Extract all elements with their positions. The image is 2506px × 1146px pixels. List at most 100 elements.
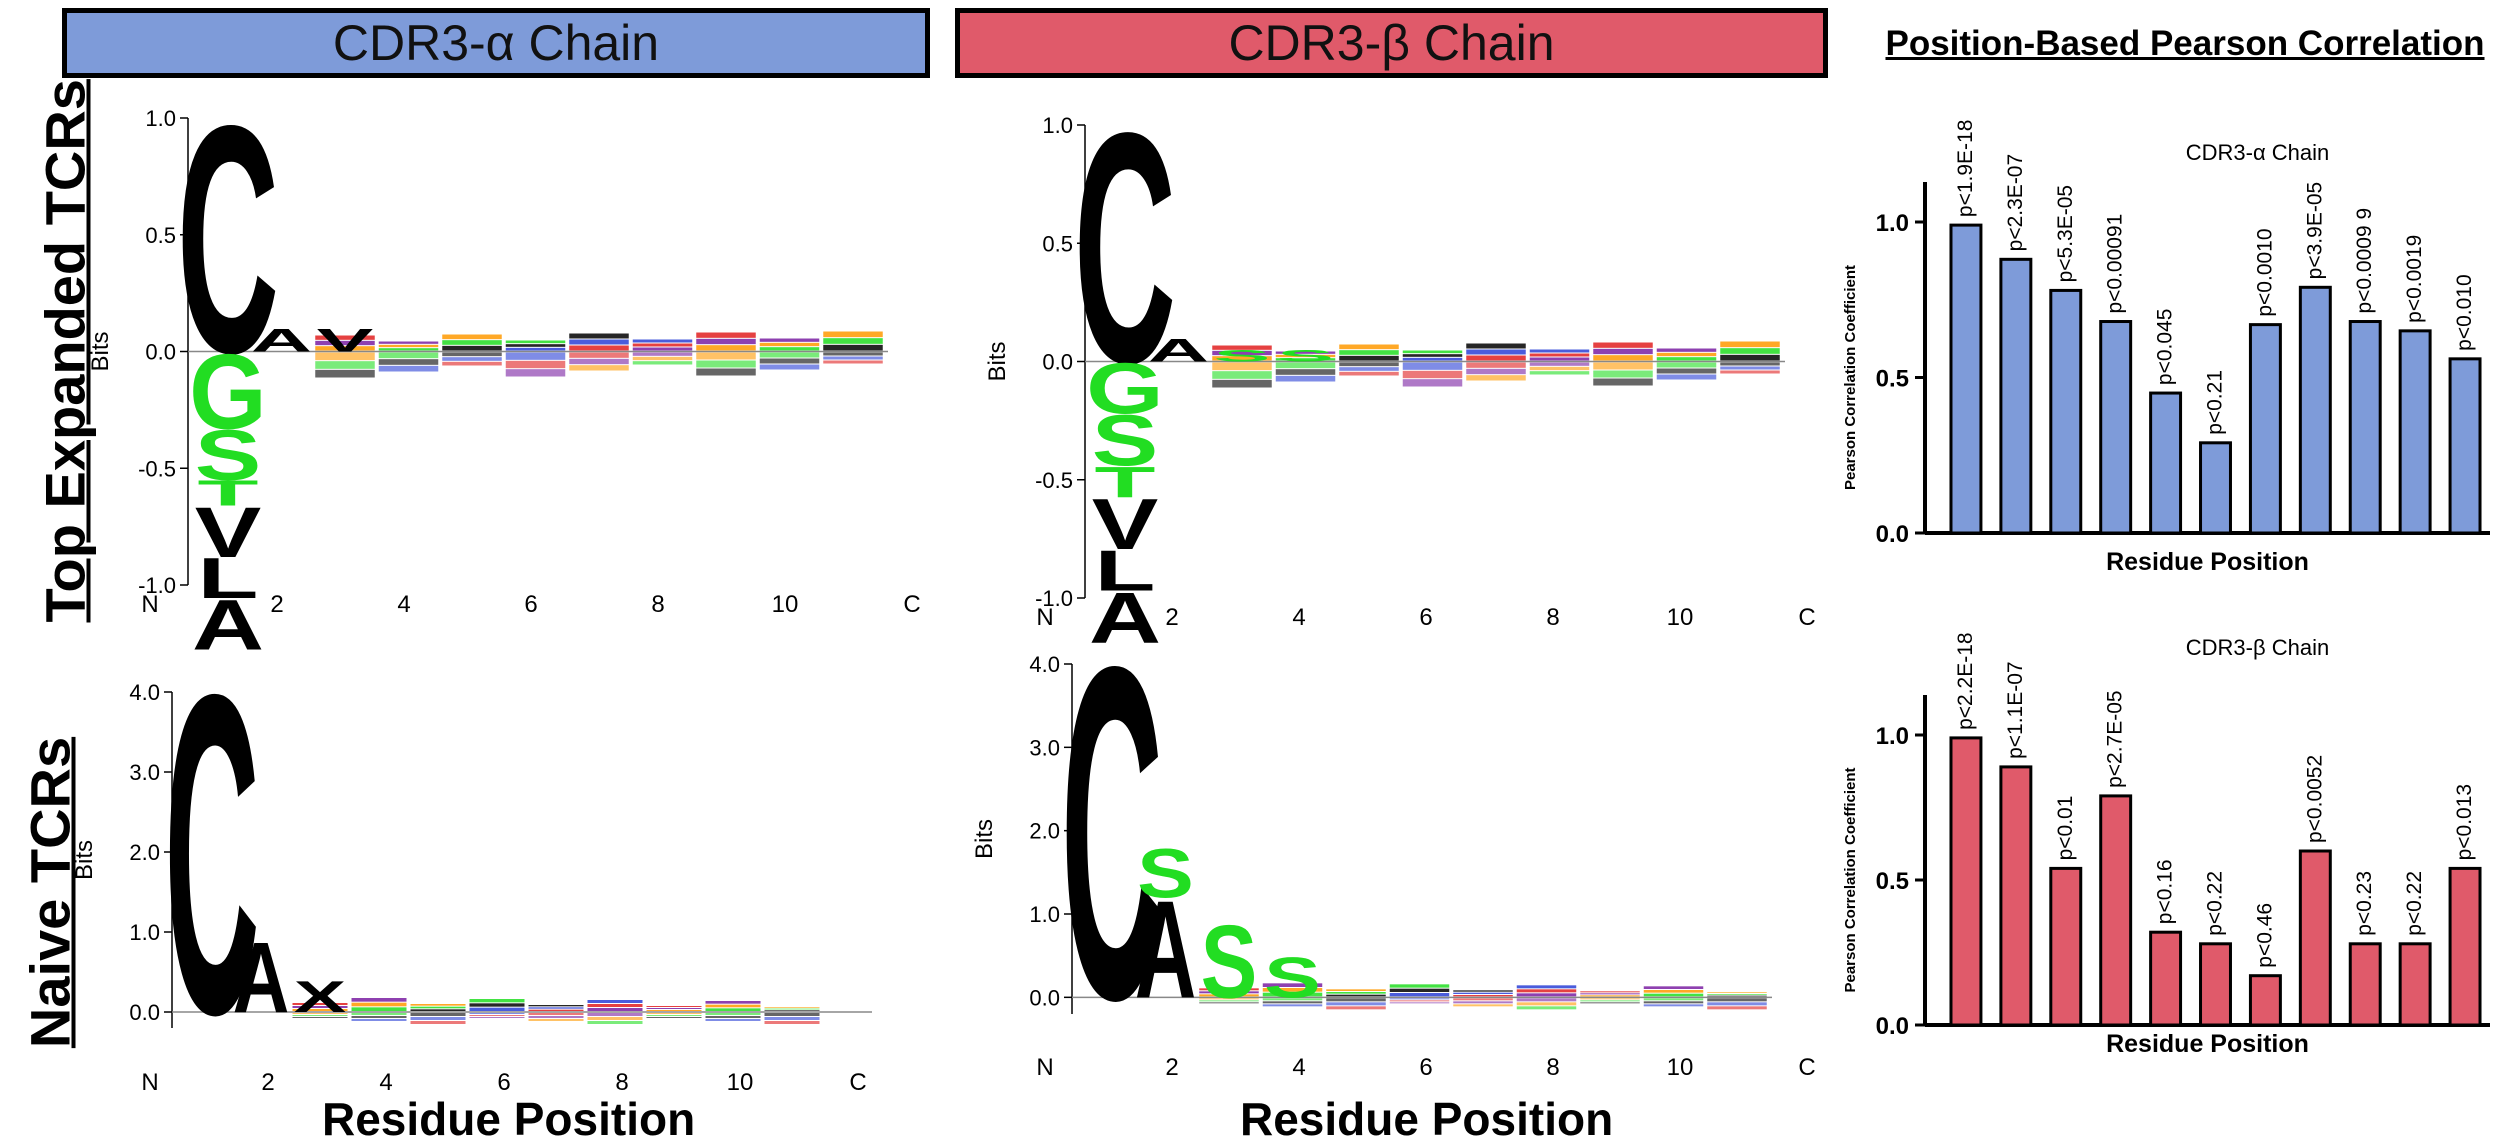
- alpha-naive-filler-down: [351, 1019, 407, 1021]
- alpha-correlation-bar: [2448, 357, 2482, 535]
- alpha-top-expanded-filler-up: [315, 335, 375, 340]
- alpha-naive-filler-down: [705, 1013, 761, 1015]
- beta-correlation-title: CDR3-β Chain: [2186, 635, 2329, 660]
- beta-correlation-x-label: Residue Position: [2106, 1030, 2309, 1058]
- beta-top-expanded-filler-down: [1275, 369, 1336, 375]
- alpha-correlation-bar-label: p<0.045: [2154, 309, 2177, 386]
- beta-correlation-bar-label: p<2.7E-05: [2104, 690, 2127, 788]
- alpha-top-expanded-filler-up: [569, 339, 629, 345]
- beta-naive-filler-up: [1707, 994, 1767, 995]
- beta-naive-y-tick-label: 1.0: [1029, 902, 1060, 927]
- alpha-naive-letter-X: X: [294, 972, 347, 1022]
- alpha-naive-filler-up: [587, 1004, 643, 1007]
- beta-top-expanded-letter-A: A: [1148, 332, 1209, 369]
- alpha-x-axis-title: Residue Position: [322, 1093, 696, 1145]
- beta-top-expanded-filler-down: [1720, 362, 1780, 366]
- beta-naive-filler-up: [1707, 995, 1767, 997]
- beta-correlation-bar: [2199, 942, 2232, 1027]
- alpha-correlation-bar: [2199, 441, 2232, 535]
- beta-top-expanded-filler-up: [1466, 349, 1526, 355]
- alpha-top-expanded-filler-up: [696, 332, 756, 338]
- alpha-top-expanded-filler-down: [378, 352, 439, 359]
- alpha-top-expanded-neg-letter-L: L: [198, 547, 259, 611]
- beta-naive-filler-up: [1199, 994, 1259, 997]
- beta-correlation-bar: [2248, 974, 2282, 1027]
- beta-top-expanded-filler-down: [1339, 367, 1399, 371]
- alpha-top-expanded-filler-up: [378, 341, 439, 344]
- alpha-top-expanded-filler-up: [569, 333, 629, 339]
- beta-correlation-bar-label: p<0.46: [2253, 903, 2276, 968]
- alpha-naive-filler-up: [351, 998, 407, 1002]
- beta-top-expanded-neg-letter-V: V: [1092, 484, 1159, 564]
- beta-top-expanded-filler-down: [1275, 375, 1336, 382]
- alpha-chain-header: CDR3-α Chain: [62, 8, 930, 78]
- alpha-top-expanded-x-tick-label: N: [141, 591, 158, 618]
- alpha-naive-filler-down: [469, 1017, 525, 1018]
- alpha-naive-filler-up: [410, 1004, 466, 1006]
- alpha-top-expanded-filler-down: [442, 361, 502, 366]
- beta-top-expanded-filler-down: [1656, 374, 1717, 380]
- beta-naive-filler-down: [1199, 1002, 1259, 1004]
- beta-naive-filler-down: [1643, 1001, 1704, 1004]
- beta-naive-letter-A: A: [1135, 873, 1196, 1027]
- alpha-top-expanded-filler-up: [505, 344, 566, 347]
- beta-top-expanded-filler-up: [1402, 354, 1463, 357]
- beta-naive-x-tick-label: N: [1036, 1054, 1053, 1081]
- beta-top-expanded-filler-up: [1656, 357, 1717, 361]
- alpha-top-expanded-filler-down: [505, 360, 566, 369]
- beta-correlation-bar: [2149, 930, 2183, 1027]
- alpha-top-expanded-filler-up: [442, 340, 502, 345]
- beta-naive-filler-up: [1389, 993, 1450, 997]
- beta-naive-filler-down: [1326, 1006, 1386, 1010]
- beta-naive-filler-up: [1199, 991, 1259, 994]
- row-label-top-expanded: Top Expanded TCRs: [33, 79, 97, 623]
- row-label-naive: Naive TCRs: [18, 736, 82, 1049]
- beta-naive-y-label: Bits: [971, 819, 998, 859]
- alpha-naive-filler-up: [351, 1002, 407, 1007]
- alpha-naive-filler-up: [410, 1006, 466, 1009]
- beta-top-expanded-filler-down: [1720, 370, 1780, 374]
- alpha-correlation-y-tick-label: 0.0: [1876, 521, 1909, 548]
- alpha-top-expanded-x-tick-label: 10: [772, 591, 799, 618]
- beta-top-expanded-filler-down: [1529, 371, 1590, 375]
- beta-naive-y-tick-label: 2.0: [1029, 819, 1060, 844]
- alpha-naive-y-tick-label: 0.0: [129, 1000, 160, 1025]
- beta-correlation-bar-label: p<0.22: [2204, 871, 2227, 936]
- alpha-correlation-y-tick-label: 1.0: [1876, 210, 1909, 237]
- alpha-naive-filler-up: [587, 1008, 643, 1011]
- beta-naive-filler-down: [1326, 998, 1386, 1002]
- beta-naive-filler-up: [1643, 990, 1704, 993]
- alpha-top-expanded-filler-down: [505, 352, 566, 360]
- beta-naive-filler-down: [1453, 1001, 1513, 1004]
- beta-naive-filler-up: [1453, 990, 1513, 992]
- beta-top-expanded-filler-up: [1339, 344, 1399, 350]
- beta-naive-filler-up: [1262, 988, 1323, 992]
- alpha-naive-filler-down: [587, 1013, 643, 1016]
- beta-naive-filler-down: [1326, 1002, 1386, 1006]
- alpha-top-expanded-filler-up: [696, 345, 756, 351]
- alpha-top-expanded-neg-letter-G: G: [189, 331, 267, 451]
- beta-naive-filler-down: [1199, 1000, 1259, 1002]
- alpha-naive-filler-up: [764, 1010, 820, 1011]
- alpha-correlation-chart: 1.0 0.5 0.0 CDR3-α Chain Pearson Correlation…: [1842, 120, 2490, 576]
- beta-top-expanded-filler-up: [1529, 353, 1590, 357]
- alpha-correlation-y-label: Pearson Correlation Coefficient: [1842, 265, 1859, 490]
- alpha-naive-filler-down: [646, 1015, 702, 1016]
- beta-chain-header: CDR3-β Chain: [955, 8, 1828, 78]
- beta-naive-x-tick-label: 4: [1292, 1054, 1305, 1081]
- beta-naive-y-tick-label: 0.0: [1029, 985, 1060, 1010]
- beta-naive-filler-up: [1580, 995, 1640, 997]
- beta-top-expanded-filler-down: [1402, 362, 1463, 370]
- beta-naive-filler-up: [1643, 993, 1704, 997]
- beta-top-expanded-filler-up: [1402, 350, 1463, 354]
- alpha-top-expanded-filler-up: [632, 343, 693, 347]
- beta-x-axis-title: Residue Position: [1240, 1093, 1614, 1145]
- alpha-top-expanded-y-tick-label: -0.5: [138, 456, 176, 481]
- alpha-top-expanded-filler-up: [696, 338, 756, 345]
- beta-top-expanded-filler-up: [1339, 355, 1399, 361]
- beta-top-expanded-filler-up: [1529, 349, 1590, 353]
- beta-top-expanded-y-tick-label: 0.5: [1042, 231, 1073, 256]
- alpha-naive-filler-down: [705, 1016, 761, 1018]
